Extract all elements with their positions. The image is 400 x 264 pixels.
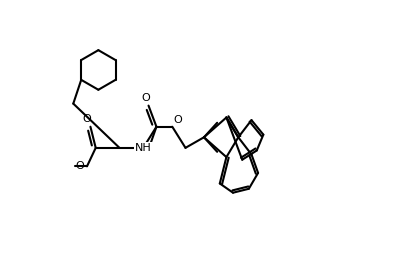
Text: O: O xyxy=(142,93,150,103)
Text: O: O xyxy=(82,114,91,124)
Text: O: O xyxy=(174,115,182,125)
Text: O: O xyxy=(76,161,84,171)
Text: NH: NH xyxy=(135,143,152,153)
